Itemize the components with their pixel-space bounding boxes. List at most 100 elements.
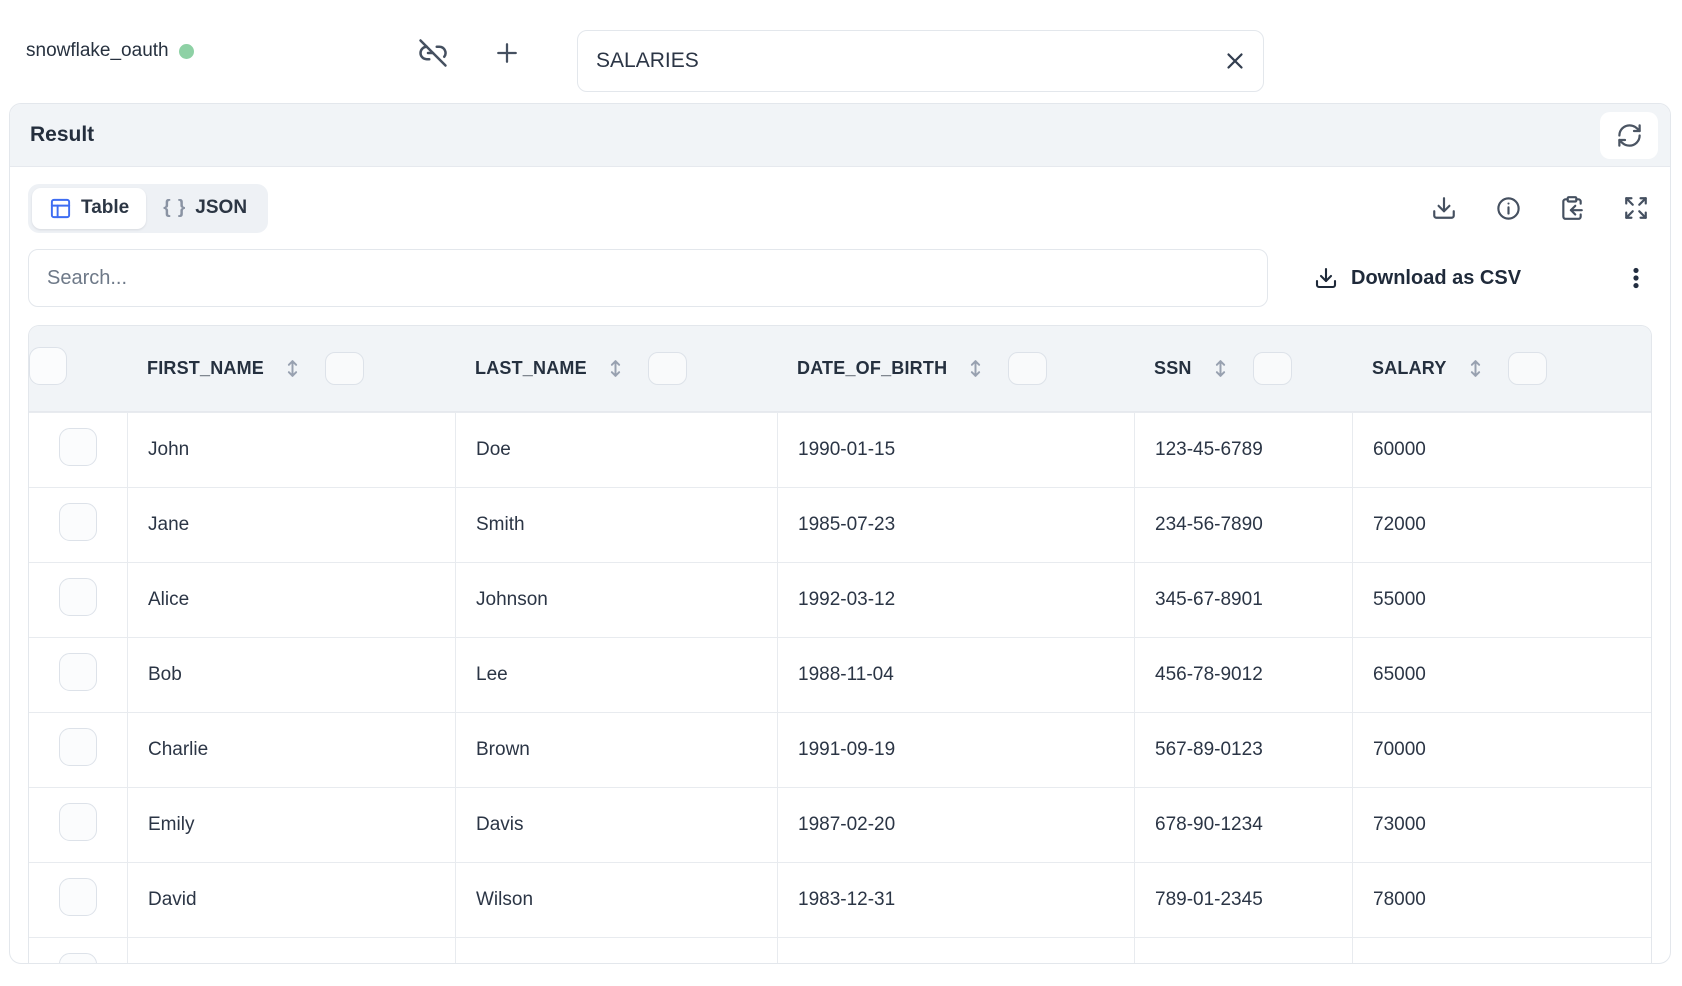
table-name-input[interactable] (578, 31, 1215, 91)
view-tabs: Table { } JSON (28, 183, 269, 233)
download-csv-label: Download as CSV (1351, 266, 1522, 289)
kebab-icon (1633, 267, 1639, 289)
row-checkbox[interactable] (59, 653, 97, 691)
download-icon (1315, 267, 1337, 289)
tab-table-label: Table (81, 197, 130, 218)
row-select-cell (29, 937, 127, 963)
table-row: Emily Davis 1987-02-20 678-90-1234 73000 (29, 787, 1651, 862)
row-checkbox[interactable] (59, 728, 97, 766)
cell: Davis (455, 787, 777, 862)
column-header: FIRST_NAME (127, 326, 455, 412)
refresh-button[interactable] (1600, 111, 1658, 159)
cell: Lee (455, 637, 777, 712)
top-bar: snowflake_oauth (0, 0, 1682, 102)
download-button[interactable] (1430, 194, 1458, 222)
more-options-button[interactable] (1622, 261, 1650, 295)
download-csv-button[interactable]: Download as CSV (1314, 266, 1521, 290)
column-label: SALARY (1372, 358, 1447, 378)
cell: Smith (455, 487, 777, 562)
cell: David (127, 862, 455, 937)
result-panel-body: Table { } JSON (10, 167, 1670, 963)
column-option-box[interactable] (647, 352, 687, 385)
table-row: Charlie Brown 1991-09-19 567-89-0123 70000 (29, 712, 1651, 787)
cell (127, 937, 455, 963)
tab-json[interactable]: { } JSON (146, 188, 264, 228)
cell: John (127, 412, 455, 487)
sort-icon[interactable] (1463, 356, 1488, 381)
column-header: SSN (1134, 326, 1352, 412)
cell (1352, 937, 1651, 963)
row-checkbox[interactable] (59, 503, 97, 541)
clipboard-paste-icon (1562, 196, 1583, 220)
column-option-box[interactable] (1507, 352, 1547, 385)
row-select-cell (29, 412, 127, 487)
column-option-box[interactable] (325, 352, 365, 385)
cell: 70000 (1352, 712, 1651, 787)
cell: Johnson (455, 562, 777, 637)
expand-button[interactable] (1622, 194, 1650, 222)
search-input[interactable] (28, 249, 1268, 307)
cell: 1992-03-12 (777, 562, 1134, 637)
cell: 123-45-6789 (1134, 412, 1352, 487)
tab-table[interactable]: Table (32, 187, 147, 229)
cell: 456-78-9012 (1134, 637, 1352, 712)
column-option-box[interactable] (1252, 352, 1292, 385)
tab-json-label: JSON (195, 197, 248, 218)
row-checkbox[interactable] (59, 428, 97, 466)
table-name-field (577, 30, 1264, 92)
column-option-box[interactable] (1008, 352, 1048, 385)
expand-icon (1625, 197, 1647, 219)
cell: 1985-07-23 (777, 487, 1134, 562)
select-all-checkbox[interactable] (29, 347, 67, 385)
cell (455, 937, 777, 963)
info-button[interactable] (1494, 194, 1522, 222)
cell: Brown (455, 712, 777, 787)
table-row: John Doe 1990-01-15 123-45-6789 60000 (29, 412, 1651, 487)
sort-icon[interactable] (1208, 356, 1233, 381)
cell: 72000 (1352, 487, 1651, 562)
paste-button[interactable] (1558, 194, 1586, 222)
cell: 789-01-2345 (1134, 862, 1352, 937)
add-tab-button[interactable] (490, 36, 524, 70)
cell (1134, 937, 1352, 963)
cell: 65000 (1352, 637, 1651, 712)
row-checkbox[interactable] (59, 953, 97, 963)
row-checkbox[interactable] (59, 878, 97, 916)
row-checkbox[interactable] (59, 803, 97, 841)
cell: 345-67-8901 (1134, 562, 1352, 637)
row-select-cell (29, 487, 127, 562)
connection-name: snowflake_oauth (26, 40, 169, 61)
table-row: Alice Johnson 1992-03-12 345-67-8901 55000 (29, 562, 1651, 637)
cell: 1987-02-20 (777, 787, 1134, 862)
row-select-cell (29, 637, 127, 712)
sort-icon[interactable] (963, 356, 988, 381)
sort-icon[interactable] (280, 356, 305, 381)
refresh-icon (1617, 123, 1641, 147)
download-icon (1433, 197, 1455, 219)
cell: 55000 (1352, 562, 1651, 637)
clear-input-button[interactable] (1215, 41, 1255, 81)
row-checkbox[interactable] (59, 578, 97, 616)
table-row: Bob Lee 1988-11-04 456-78-9012 65000 (29, 637, 1651, 712)
column-header: LAST_NAME (455, 326, 777, 412)
table-body: John Doe 1990-01-15 123-45-6789 60000 Jane Sm… (29, 412, 1651, 963)
cell: 60000 (1352, 412, 1651, 487)
cell: Jane (127, 487, 455, 562)
select-all-header (29, 326, 127, 412)
info-icon (1496, 196, 1520, 220)
cell: 1991-09-19 (777, 712, 1134, 787)
column-header: DATE_OF_BIRTH (777, 326, 1134, 412)
cell: 567-89-0123 (1134, 712, 1352, 787)
braces-icon: { } (163, 197, 187, 218)
cell: 234-56-7890 (1134, 487, 1352, 562)
disconnect-button[interactable] (416, 36, 450, 70)
cell: 1983-12-31 (777, 862, 1134, 937)
column-label: DATE_OF_BIRTH (797, 358, 948, 378)
sort-icon[interactable] (603, 356, 628, 381)
view-toolbar: Table { } JSON (28, 183, 1652, 233)
cell: Alice (127, 562, 455, 637)
result-title: Result (30, 123, 95, 146)
table-row (29, 937, 1651, 963)
unlink-icon (419, 39, 447, 67)
cell: Wilson (455, 862, 777, 937)
